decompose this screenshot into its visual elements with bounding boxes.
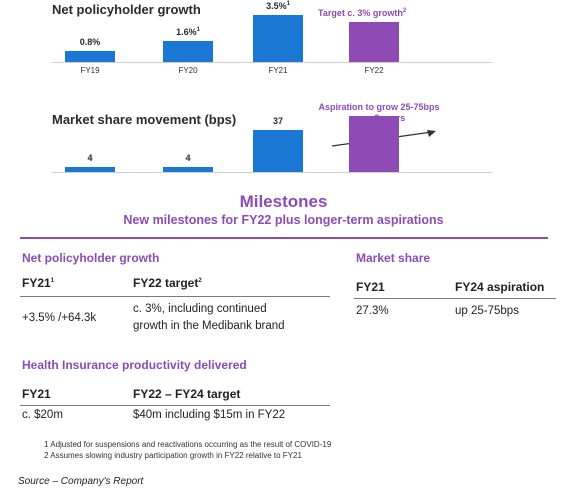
ms-val2: up 25-75bps [455, 305, 519, 317]
policyholder-xlabel-0: FY19 [80, 66, 100, 75]
hip-header-rule [20, 405, 330, 406]
aspiration-label-line1: Aspiration to grow 25-75bps [318, 102, 440, 112]
target-label-text: Target c. 3% growth [318, 8, 403, 18]
nph-col1-text: FY21 [22, 276, 51, 290]
nph-col1-sup: 1 [50, 278, 55, 284]
footnote-2: 2 Assumes slowing industry participation… [44, 451, 302, 460]
market-axis [52, 172, 492, 173]
policyholder-chart-title: Net policyholder growth [52, 2, 201, 17]
footnote-1: 1 Adjusted for suspensions and reactivat… [44, 440, 332, 449]
milestones-divider [20, 237, 548, 239]
ms-col1-header: FY21 [356, 280, 385, 294]
nph-heading: Net policyholder growth [22, 251, 160, 265]
market-bar-2 [253, 130, 303, 172]
policyholder-bar-2 [253, 15, 303, 62]
ms-heading: Market share [356, 251, 431, 265]
policyholder-bar-3 [349, 21, 399, 62]
ms-col2-header: FY24 aspiration [455, 280, 545, 294]
policyholder-value-label-0: 0.8% [79, 37, 101, 48]
hip-heading: Health Insurance productivity delivered [22, 358, 247, 372]
market-value-label-0: 4 [87, 153, 93, 164]
policyholder-xlabel-2: FY21 [268, 66, 288, 75]
ms-val1: 27.3% [356, 305, 389, 317]
policyholder-bar-1 [163, 40, 213, 62]
market-value-label-2: 37 [272, 116, 283, 127]
policyholder-value-sup-2: 1 [286, 1, 290, 8]
milestones-title: Milestones [239, 192, 328, 211]
nph-val1: +3.5% /+64.3k [22, 312, 97, 324]
nph-val2: c. 3%, including continued growth in the… [133, 301, 285, 335]
nph-header-rule [20, 296, 330, 297]
market-value-label-1: 4 [185, 153, 191, 164]
hip-val1: c. $20m [22, 409, 63, 421]
nph-col1-header: FY211 [22, 276, 54, 290]
market-bar-1 [163, 167, 213, 172]
policyholder-axis [52, 62, 492, 63]
policyholder-xlabel-1: FY20 [178, 66, 198, 75]
market-chart-title: Market share movement (bps) [52, 112, 237, 127]
policyholder-xlabel-3: FY22 [364, 66, 384, 75]
nph-col2-text: FY22 target [133, 276, 199, 290]
policyholder-value-label-1: 1.6%1 [176, 26, 200, 37]
target-label: Target c. 3% growth2 [318, 8, 406, 18]
hip-col1-header: FY21 [22, 387, 51, 401]
policyholder-bar-0 [65, 51, 115, 62]
market-bar-0 [65, 167, 115, 172]
hip-val2: $40m including $15m in FY22 [133, 409, 286, 421]
policyholder-value-label-2: 3.5%1 [266, 1, 290, 12]
nph-val2-line2: growth in the Medibank brand [133, 320, 285, 332]
nph-col2-sup: 2 [198, 278, 202, 284]
policyholder-value-sup-1: 1 [196, 26, 200, 33]
source-note: Source – Company's Report [18, 476, 144, 487]
nph-val2-line1: c. 3%, including continued [133, 303, 267, 315]
milestones-subtitle: New milestones for FY22 plus longer-term… [123, 213, 444, 227]
hip-col2-header: FY22 – FY24 target [133, 387, 241, 401]
market-bar-3 [349, 115, 399, 172]
ms-header-rule [354, 298, 556, 299]
nph-col2-header: FY22 target2 [133, 276, 202, 290]
target-label-sup: 2 [402, 8, 407, 14]
